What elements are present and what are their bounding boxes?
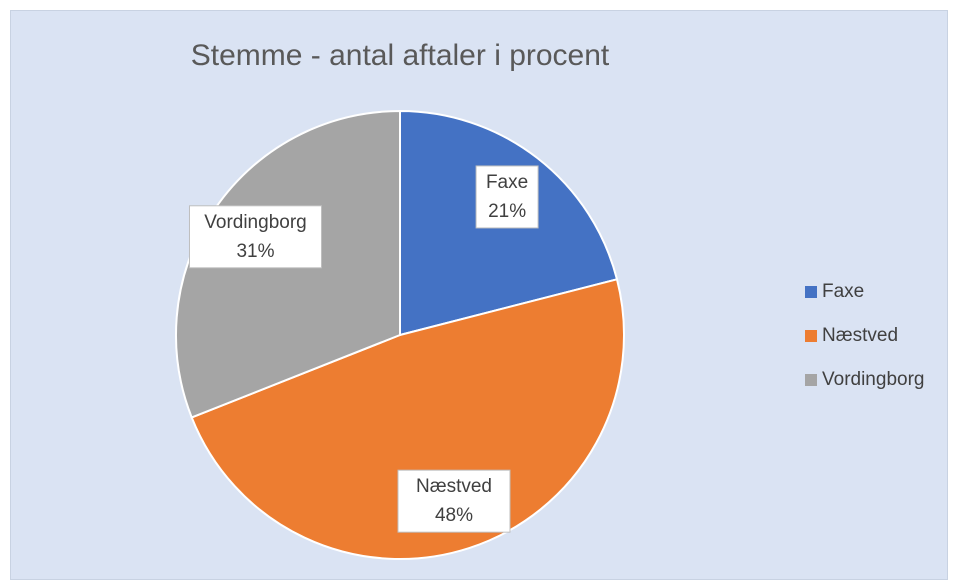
data-label-value: 48% — [435, 505, 473, 526]
legend-swatch — [805, 374, 817, 386]
legend-label: Næstved — [822, 325, 898, 346]
data-label-category: Vordingborg — [204, 212, 306, 233]
data-label-box — [475, 165, 539, 229]
data-label-category: Faxe — [486, 172, 528, 193]
chart-title: Stemme - antal aftaler i procent — [191, 39, 610, 72]
data-label-value: 31% — [236, 241, 274, 262]
data-label-category: Næstved — [416, 476, 492, 497]
legend-label: Vordingborg — [822, 369, 924, 390]
legend-swatch — [805, 330, 817, 342]
data-label-box — [397, 469, 511, 533]
legend-label: Faxe — [822, 281, 864, 302]
data-label-box — [188, 205, 322, 269]
data-label-value: 21% — [488, 201, 526, 222]
pie-slice — [190, 278, 625, 560]
legend-swatch — [805, 286, 817, 298]
